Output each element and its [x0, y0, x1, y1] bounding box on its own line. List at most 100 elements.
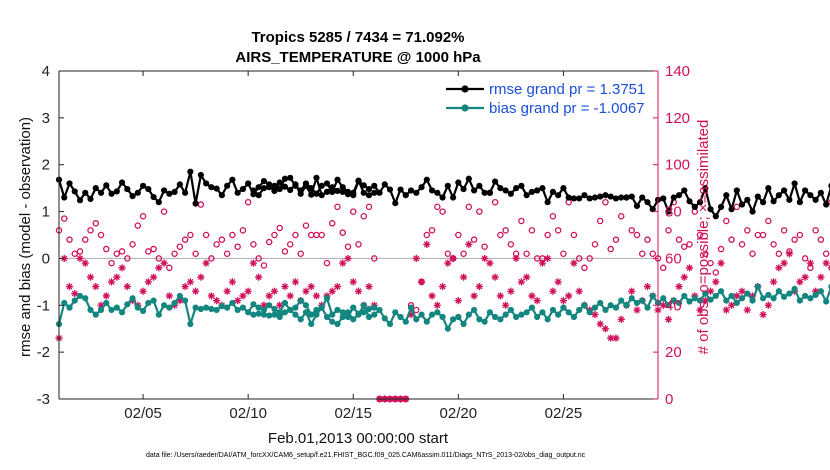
bias-point: [539, 309, 546, 316]
obs-assimilated-marker: [149, 273, 158, 281]
bias-point: [823, 298, 830, 305]
bias-point: [612, 304, 620, 311]
bias-point: [76, 292, 84, 300]
x-tick-label: 02/15: [334, 405, 372, 422]
obs-possible-marker: [733, 203, 741, 211]
bias-point: [239, 304, 247, 311]
rmse-point: [607, 193, 614, 200]
bias-point: [549, 306, 557, 314]
obs-possible-marker: [134, 222, 142, 229]
obs-possible-marker: [265, 238, 273, 246]
obs-assimilated-marker: [234, 297, 242, 305]
obs-possible-marker: [502, 227, 509, 234]
rmse-point: [470, 187, 478, 194]
rmse-point: [271, 187, 278, 195]
bias-point: [807, 295, 814, 302]
obs-possible-marker: [444, 250, 452, 257]
bias-point: [255, 304, 262, 311]
obs-assimilated-marker: [812, 287, 820, 295]
bias-point: [665, 302, 672, 309]
rmse-point: [712, 213, 719, 220]
obs-possible-marker: [87, 227, 94, 234]
obs-assimilated-marker: [706, 287, 715, 295]
bias-point: [733, 299, 740, 307]
bias-point: [365, 305, 373, 313]
bias-point: [476, 316, 483, 323]
obs-assimilated-marker: [438, 282, 447, 291]
bias-point: [465, 311, 472, 318]
obs-assimilated-marker: [365, 282, 373, 291]
rmse-point: [696, 199, 704, 206]
obs-possible-marker: [449, 255, 457, 262]
bias-point: [660, 295, 667, 302]
obs-possible-marker: [649, 250, 656, 257]
bias-point: [113, 304, 120, 311]
bias-point: [218, 303, 225, 310]
obs-assimilated-marker: [549, 287, 557, 295]
obs-assimilated-marker: [465, 240, 473, 248]
rmse-point: [365, 192, 373, 199]
obs-possible-marker: [192, 250, 199, 257]
y-tick-label: -2: [37, 344, 50, 361]
bias-point: [124, 301, 131, 308]
obs-assimilated-marker: [139, 287, 147, 295]
rmse-point: [392, 200, 399, 207]
y2-tick-label: 60: [665, 250, 682, 267]
rmse-point: [675, 192, 683, 199]
bias-point: [229, 299, 236, 307]
obs-possible-marker: [696, 231, 704, 239]
obs-possible-marker: [124, 255, 131, 262]
rmse-point: [723, 192, 730, 199]
obs-assimilated-marker: [60, 254, 68, 263]
bias-point: [92, 311, 99, 318]
obs-assimilated-marker: [102, 292, 110, 300]
obs-possible-marker: [150, 245, 157, 253]
bias-point: [770, 295, 777, 302]
obs-possible-marker: [82, 236, 89, 243]
bias-point: [392, 309, 399, 316]
rmse-point: [229, 176, 236, 183]
bias-point: [633, 299, 641, 307]
legend-bias-marker: [461, 104, 469, 112]
bias-point: [313, 311, 320, 318]
rmse-point: [733, 187, 740, 194]
obs-assimilated-marker: [291, 278, 300, 286]
obs-possible-marker: [660, 264, 667, 272]
rmse-point: [639, 194, 646, 201]
obs-assimilated-marker: [249, 259, 258, 267]
obs-possible-marker: [428, 227, 436, 234]
obs-possible-marker: [103, 245, 110, 253]
bias-point: [418, 311, 425, 318]
bias-point: [712, 292, 719, 300]
obs-assimilated-marker: [685, 264, 694, 272]
obs-possible-marker: [644, 236, 651, 243]
obs-assimilated-marker: [197, 273, 205, 281]
obs-possible-marker: [675, 236, 683, 243]
rmse-point: [365, 185, 373, 193]
rmse-point: [103, 182, 110, 189]
obs-possible-marker: [780, 227, 788, 234]
obs-possible-marker: [738, 241, 746, 248]
obs-assimilated-marker: [176, 297, 184, 305]
obs-possible-marker: [470, 236, 478, 243]
obs-assimilated-marker: [675, 282, 683, 291]
rmse-point: [628, 193, 635, 200]
bias-point: [649, 292, 656, 300]
obs-assimilated-marker: [696, 306, 704, 314]
bias-point: [744, 290, 751, 297]
obs-possible-marker: [276, 224, 283, 232]
rmse-point: [176, 181, 183, 188]
rmse-point: [549, 188, 557, 195]
obs-possible-marker: [786, 248, 793, 255]
bias-point: [339, 313, 346, 321]
rmse-point: [150, 193, 157, 201]
bias-point: [245, 309, 252, 316]
obs-assimilated-marker: [202, 259, 210, 267]
rmse-point: [239, 185, 247, 193]
legend: rmse grand pr = 1.3751 bias grand pr = -…: [443, 78, 648, 118]
obs-possible-marker: [76, 248, 84, 255]
rmse-point: [160, 187, 168, 194]
rmse-point: [376, 189, 383, 196]
obs-assimilated-marker: [459, 273, 468, 281]
rmse-point: [802, 187, 809, 194]
